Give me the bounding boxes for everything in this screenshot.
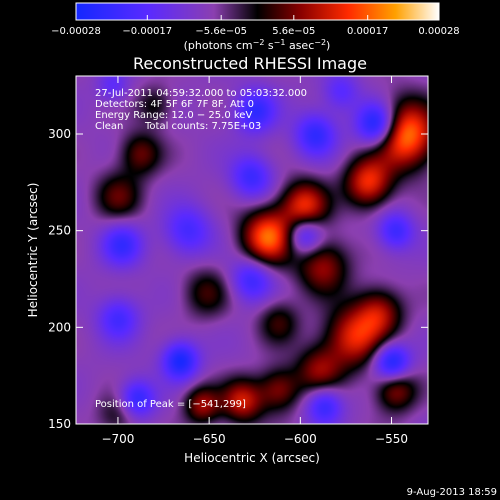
chart-title: Reconstructed RHESSI Image (133, 54, 367, 73)
colorbar: −0.00028 −0.00017 −5.6e−05 5.6e−05 0.00017 0.… (51, 2, 460, 52)
annotation-detectors: Detectors: 4F 5F 6F 7F 8F, Att 0 (95, 99, 254, 110)
colorbar-units: (photons cm−2 s−1 asec−2) (184, 38, 331, 52)
y-tick-label: 250 (48, 224, 71, 238)
x-axis-label: Heliocentric X (arcsec) (184, 451, 320, 465)
x-tick-label: −550 (375, 432, 408, 446)
y-tick-label: 150 (48, 417, 71, 431)
colorbar-tick-label: 5.6e−05 (272, 26, 315, 37)
colorbar-tick-label: −0.00028 (51, 26, 101, 37)
y-axis: 150 200 250 300 (48, 127, 428, 431)
y-axis-label: Heliocentric Y (arcsec) (26, 183, 40, 318)
footer-timestamp: 9-Aug-2013 18:59 (407, 487, 497, 498)
colorbar-tick-label: −0.00017 (122, 26, 172, 37)
colorbar-tick-label: −5.6e−05 (195, 26, 247, 37)
annotation-block: 27-Jul-2011 04:59:32.000 to 05:03:32.000… (95, 88, 307, 410)
y-tick-label: 300 (48, 127, 71, 141)
x-tick-label: −650 (193, 432, 226, 446)
annotation-total-counts: Total counts: 7.75E+03 (144, 121, 261, 132)
x-axis: −700 −650 −600 −550 (101, 76, 408, 446)
annotation-time-range: 27-Jul-2011 04:59:32.000 to 05:03:32.000 (95, 88, 307, 99)
colorbar-gradient (76, 3, 439, 20)
heatmap-image (76, 76, 428, 424)
colorbar-tick-label: 0.00028 (418, 26, 459, 37)
annotation-clean: Clean (95, 121, 123, 132)
annotation-peak-position: Position of Peak = [−541,299] (95, 399, 246, 410)
plot-frame (75, 75, 429, 425)
x-tick-label: −600 (284, 432, 317, 446)
colorbar-tick-label: 0.00017 (347, 26, 388, 37)
y-tick-label: 200 (48, 320, 71, 334)
colorbar-ticks: −0.00028 −0.00017 −5.6e−05 5.6e−05 0.00017 0.… (51, 15, 460, 37)
annotation-energy-range: Energy Range: 12.0 − 25.0 keV (95, 110, 252, 121)
x-tick-label: −700 (101, 432, 134, 446)
colorbar-frame (75, 2, 440, 21)
